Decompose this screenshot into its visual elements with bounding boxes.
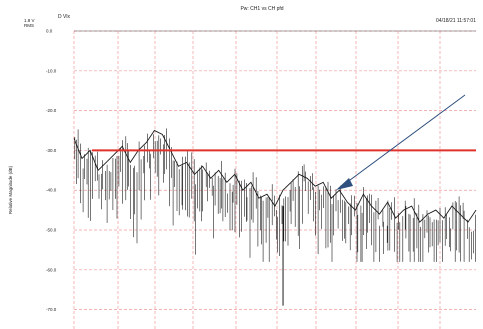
- arrow-shaft: [345, 94, 466, 184]
- y-tick-label-2: -20.0: [46, 108, 57, 113]
- corner-label: D Vlx: [58, 14, 70, 20]
- chart-title: Pw: CH1 vs CH pfd: [240, 6, 283, 12]
- arrow-head-icon: [336, 178, 353, 190]
- y-tick-label-0: 0.0: [46, 29, 53, 34]
- y-tick-labels: 0.0 -10.0 -20.0 -30.0 -40.0 -50.0 -60.0 -70.0: [46, 29, 57, 313]
- y-tick-label-6: -60.0: [46, 267, 57, 272]
- y-tick-label-7: -70.0: [46, 307, 57, 312]
- annotation-arrow: [336, 94, 466, 190]
- unit-sublabel: RMS: [24, 23, 34, 28]
- y-tick-label-1: -10.0: [46, 68, 57, 73]
- y-tick-label-3: -30.0: [46, 148, 57, 153]
- unit-label: 1.8 V: [24, 18, 35, 23]
- y-axis-label: Relative Magnitude (dB): [8, 165, 13, 214]
- y-tick-label-4: -40.0: [46, 188, 57, 193]
- timestamp: 04/18/21 11:57:01: [436, 18, 476, 24]
- y-tick-label-5: -50.0: [46, 228, 57, 233]
- series-line: [73, 129, 477, 223]
- noise-trace: [74, 128, 476, 262]
